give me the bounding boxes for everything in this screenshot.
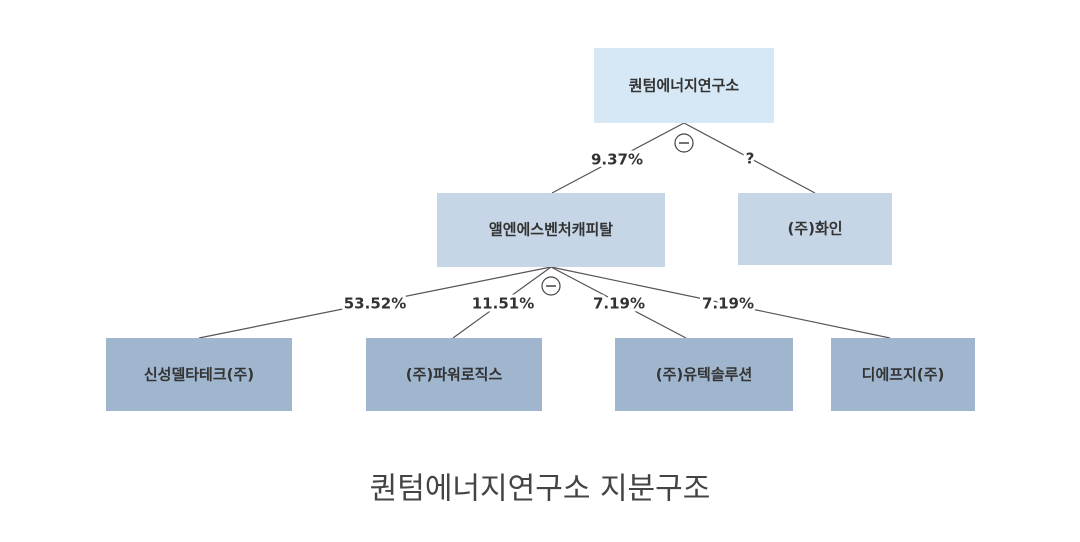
connector: [198, 266, 552, 339]
nodes: 퀀텀에너지연구소 앨엔에스벤처캐피탈 (주)화인 신성델타테크(주) (주)파워…: [106, 48, 975, 411]
collapse-toggle[interactable]: [674, 133, 694, 153]
collapse-toggle[interactable]: [541, 276, 561, 296]
node-box: [615, 338, 793, 411]
node-label: 앨엔에스벤처캐피탈: [489, 221, 613, 239]
connector: [551, 122, 685, 194]
node-label: 신성델타테크(주): [144, 366, 254, 384]
connector: [550, 266, 891, 339]
edge-label: 53.52%: [344, 295, 406, 313]
edge-label: ?: [746, 150, 755, 168]
node-box: [106, 338, 292, 411]
node-label: (주)화인: [787, 220, 842, 238]
node-box: [738, 193, 892, 265]
node-box: [437, 193, 665, 267]
edge-label: 9.37%: [591, 151, 643, 169]
node-box: [831, 338, 975, 411]
node-label: (주)파워로직스: [406, 366, 503, 384]
caption: 퀀텀에너지연구소 지분구조: [370, 472, 711, 507]
connector: [683, 122, 816, 194]
node-label: (주)유텍솔루션: [656, 366, 753, 384]
edge-label: 7.19%: [593, 295, 645, 313]
edge-label: 11.51%: [472, 295, 534, 313]
node-box: [366, 338, 542, 411]
node-box: [594, 48, 774, 123]
edge-labels: 9.37% ? 53.52% 11.51% 7.19% 7.19%: [341, 147, 758, 316]
connectors: [198, 122, 891, 339]
edge-label: 7.19%: [702, 295, 754, 313]
connector: [452, 266, 552, 339]
connector: [550, 266, 687, 339]
node-label: 디에프지(주): [862, 366, 945, 384]
node-label: 퀀텀에너지연구소: [629, 77, 740, 95]
